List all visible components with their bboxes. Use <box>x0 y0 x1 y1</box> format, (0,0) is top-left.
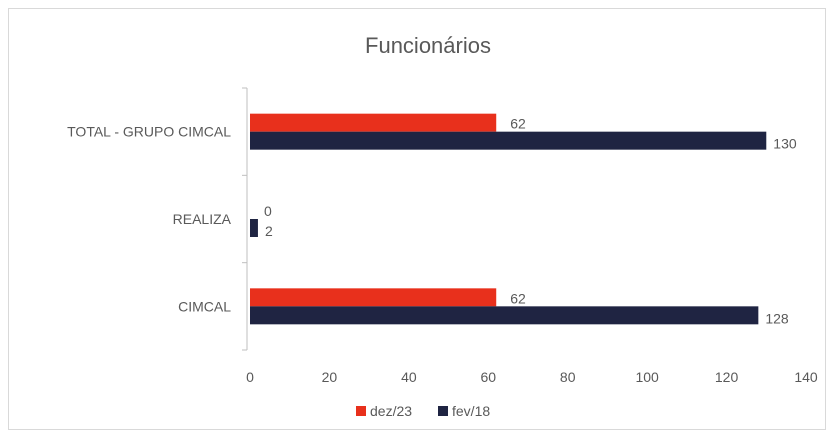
x-tick-label: 100 <box>635 369 659 385</box>
legend-label: fev/18 <box>452 403 490 419</box>
legend-label: dez/23 <box>370 403 412 419</box>
x-tick-label: 20 <box>322 369 338 385</box>
category-label: TOTAL - GRUPO CIMCAL <box>67 124 231 140</box>
bar-dez-23 <box>250 113 497 132</box>
bar-dez-23 <box>250 288 497 307</box>
x-tick-label: 140 <box>794 369 818 385</box>
data-label: 62 <box>510 116 526 132</box>
data-label: 130 <box>773 136 797 152</box>
bar-fev-18 <box>250 131 767 150</box>
x-tick-label: 0 <box>246 369 254 385</box>
legend-swatch <box>356 406 366 416</box>
x-tick-label: 120 <box>715 369 739 385</box>
plot-area: TOTAL - GRUPO CIMCAL 62 130 REALIZA 0 2 CIMCAL… <box>67 87 818 385</box>
data-label: 0 <box>264 203 272 219</box>
chart-frame <box>8 8 826 430</box>
x-tick-label: 80 <box>560 369 576 385</box>
x-tick-label: 60 <box>480 369 496 385</box>
legend-swatch <box>438 406 448 416</box>
category-label: REALIZA <box>173 211 232 227</box>
legend: dez/23 fev/18 <box>356 403 490 419</box>
x-tick-label: 40 <box>401 369 417 385</box>
category-label: CIMCAL <box>178 298 231 314</box>
data-label: 62 <box>510 290 526 306</box>
chart-title: Funcionários <box>365 33 491 58</box>
data-label: 128 <box>765 310 789 326</box>
bar-fev-18 <box>250 306 759 325</box>
bar-fev-18 <box>250 219 258 237</box>
data-label: 2 <box>265 223 273 239</box>
